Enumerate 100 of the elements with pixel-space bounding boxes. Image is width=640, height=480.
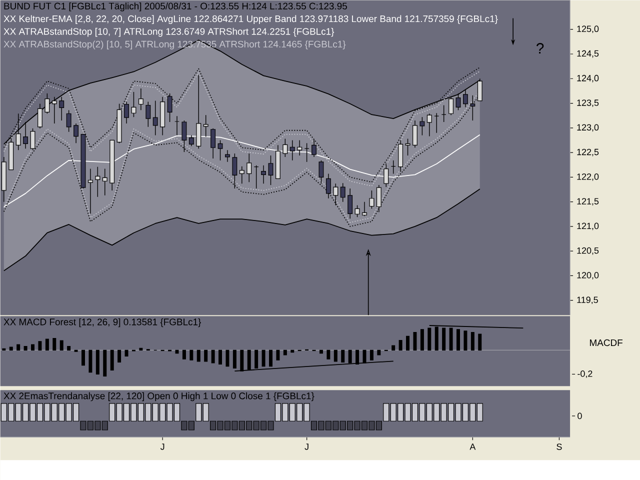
candlestick bbox=[52, 96, 57, 124]
candlestick bbox=[124, 101, 129, 124]
candlestick bbox=[463, 89, 468, 108]
candlestick bbox=[354, 204, 360, 218]
candlestick bbox=[426, 113, 432, 137]
y-tick-label: 121,0 bbox=[577, 222, 599, 230]
y-tick-label: 120,5 bbox=[577, 247, 599, 255]
candlestick bbox=[405, 138, 410, 156]
chart-title: BUND FUT C1 [FGBLc1 Täglich] 2005/08/31 - O:123.55 H:124 L:123.55 C:123.95 bbox=[4, 2, 347, 12]
text: ? bbox=[536, 43, 544, 54]
bar bbox=[232, 350, 236, 368]
y-tick-label: 119,5 bbox=[577, 296, 598, 304]
candlestick bbox=[38, 103, 42, 129]
bar bbox=[377, 350, 381, 356]
bar bbox=[16, 344, 20, 350]
candlestick bbox=[131, 92, 136, 118]
bar bbox=[478, 334, 482, 350]
bar bbox=[456, 329, 460, 350]
y-tick-label: 121,5 bbox=[577, 198, 599, 206]
x-tick-label: A bbox=[470, 444, 476, 450]
bar bbox=[82, 350, 85, 366]
y-tick-label: 122,0 bbox=[577, 173, 599, 181]
x-tick-label: J bbox=[304, 444, 308, 450]
bar bbox=[420, 329, 424, 350]
bar bbox=[334, 350, 338, 362]
bar bbox=[262, 350, 266, 367]
bar bbox=[464, 330, 468, 350]
candlestick bbox=[167, 93, 172, 122]
bar bbox=[31, 344, 34, 350]
bar bbox=[204, 350, 208, 362]
candlestick bbox=[362, 201, 367, 216]
y-tick-label: 125,0 bbox=[577, 26, 599, 34]
candlestick bbox=[182, 120, 187, 152]
candlestick bbox=[30, 128, 36, 150]
bar bbox=[406, 336, 410, 350]
candlestick bbox=[340, 182, 346, 202]
x-tick-label: J bbox=[160, 444, 164, 450]
y-tick-label: 120,0 bbox=[577, 272, 599, 280]
bar bbox=[67, 346, 71, 350]
bar bbox=[88, 350, 92, 373]
candlestick bbox=[203, 114, 208, 138]
bar bbox=[96, 350, 100, 374]
bar bbox=[398, 340, 402, 350]
bar bbox=[283, 350, 287, 356]
bar bbox=[139, 348, 143, 350]
candlestick bbox=[102, 168, 108, 196]
candlestick bbox=[225, 150, 230, 162]
candlestick bbox=[95, 166, 100, 198]
bar bbox=[392, 345, 396, 350]
candlestick bbox=[369, 190, 374, 210]
bar bbox=[118, 350, 122, 362]
candlestick bbox=[59, 96, 64, 121]
candlestick bbox=[282, 138, 288, 158]
candlestick bbox=[218, 140, 223, 161]
bar bbox=[103, 350, 107, 376]
candlestick bbox=[398, 140, 404, 172]
line-series bbox=[3, 188, 480, 272]
candlestick bbox=[326, 173, 331, 199]
candlestick bbox=[384, 163, 389, 188]
bar bbox=[226, 350, 230, 367]
bar bbox=[196, 350, 200, 362]
bar bbox=[45, 338, 49, 350]
text: -0,2 bbox=[578, 370, 592, 378]
candlestick bbox=[210, 128, 216, 159]
y-tick-label: 123,0 bbox=[577, 124, 599, 132]
bar bbox=[9, 346, 13, 350]
text: 0 bbox=[578, 412, 582, 420]
candlestick bbox=[246, 153, 252, 182]
bar bbox=[319, 350, 323, 354]
bar bbox=[428, 328, 432, 350]
candlestick bbox=[348, 188, 353, 219]
candlestick bbox=[333, 183, 338, 206]
candlestick bbox=[261, 164, 266, 184]
chart-title: XX 2EmasTrendanalyse [22, 120] Open 0 High 1 Low 0 Close 1 {FGBLc1} bbox=[4, 392, 314, 402]
y-tick-label: 122,5 bbox=[577, 148, 599, 156]
bar bbox=[211, 350, 215, 364]
chart-title: XX MACD Forest [12, 26, 9] 0.13581 {FGBLc1} bbox=[4, 318, 202, 328]
candlestick bbox=[232, 153, 238, 189]
candlestick bbox=[376, 184, 382, 212]
candlestick bbox=[196, 74, 202, 149]
bar bbox=[124, 350, 128, 356]
candlestick bbox=[420, 116, 425, 136]
candlestick bbox=[44, 93, 50, 114]
bar bbox=[38, 341, 42, 350]
x-tick-label: S bbox=[556, 444, 562, 450]
y-tick-label: 124,5 bbox=[577, 50, 599, 58]
bar bbox=[60, 340, 64, 350]
bar bbox=[110, 350, 114, 371]
candlestick bbox=[456, 93, 461, 110]
bar bbox=[24, 346, 28, 350]
candlestick bbox=[290, 140, 295, 161]
y-tick-label: 123,5 bbox=[577, 100, 599, 107]
annotation: XX ATRABstandStop [10, 7] ATRLong 123.6749 ATRShort 124.2251 {FGBLc1} bbox=[4, 28, 334, 37]
candlestick bbox=[268, 155, 274, 186]
candlestick bbox=[66, 110, 72, 132]
bar bbox=[182, 350, 186, 360]
bar bbox=[52, 338, 56, 350]
candlestick bbox=[239, 166, 244, 184]
candlestick bbox=[448, 96, 454, 116]
bar bbox=[175, 350, 179, 354]
